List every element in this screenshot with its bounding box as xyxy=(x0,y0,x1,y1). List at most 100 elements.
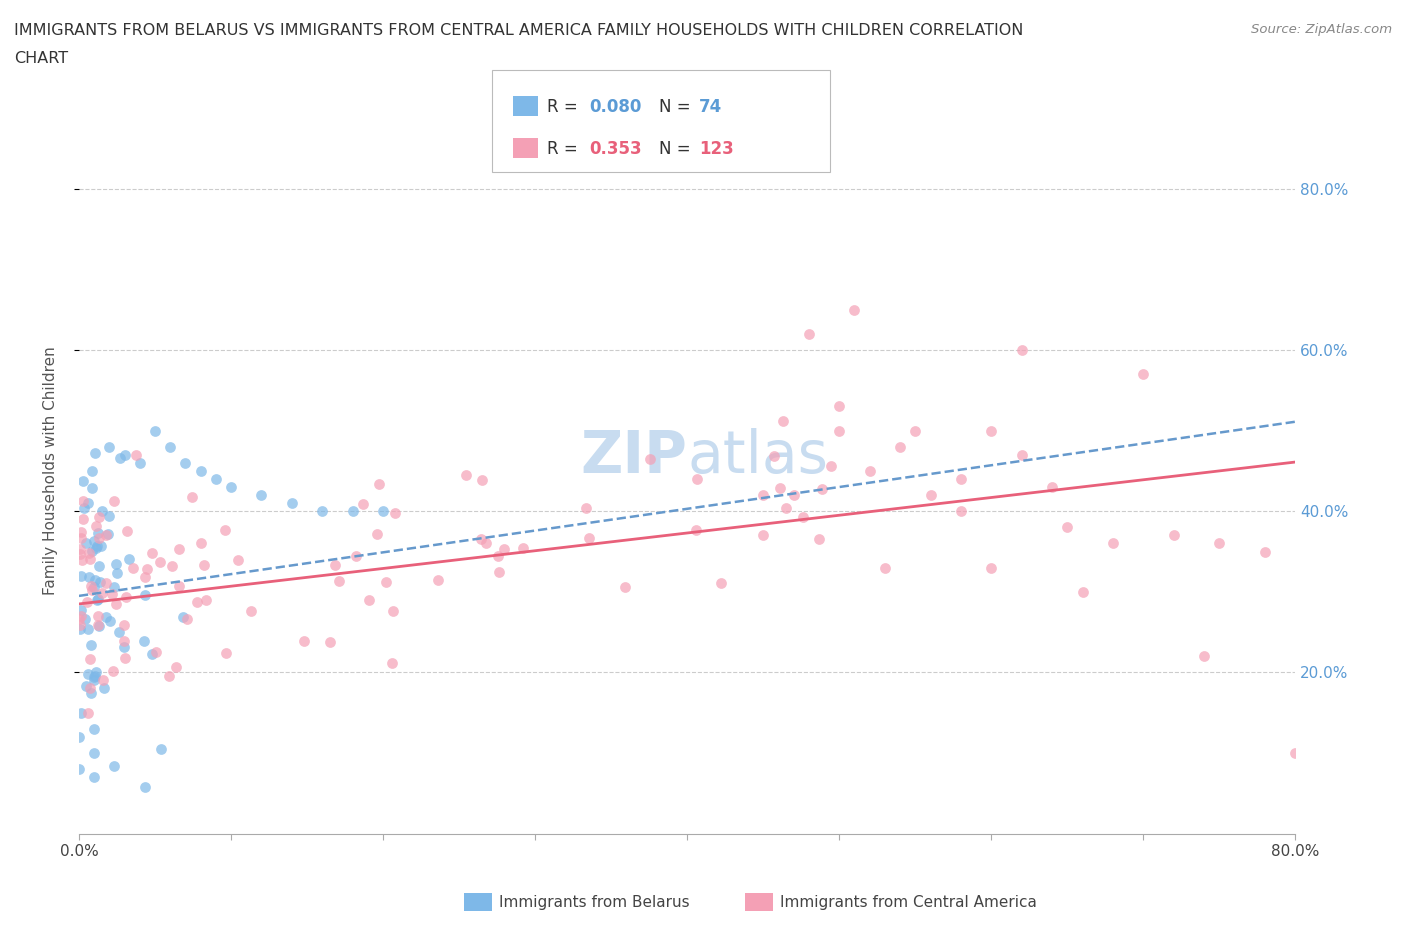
Point xyxy=(828,399,851,414)
Point xyxy=(134,588,156,603)
Point xyxy=(342,504,364,519)
Point xyxy=(82,583,104,598)
Point xyxy=(319,634,342,649)
Point xyxy=(471,472,494,487)
Text: 123: 123 xyxy=(699,140,734,158)
Point xyxy=(87,591,110,606)
Point xyxy=(769,480,792,495)
Point xyxy=(122,561,145,576)
Point xyxy=(70,705,93,720)
Point xyxy=(686,472,709,486)
Point xyxy=(638,452,661,467)
Point xyxy=(70,609,93,624)
Point xyxy=(84,518,107,533)
Point xyxy=(80,480,103,495)
Point xyxy=(811,482,834,497)
Point xyxy=(159,439,181,454)
Point xyxy=(889,439,911,454)
Point xyxy=(375,575,398,590)
Point xyxy=(980,560,1002,575)
Point xyxy=(84,445,107,460)
Text: Source: ZipAtlas.com: Source: ZipAtlas.com xyxy=(1251,23,1392,36)
Point xyxy=(195,592,218,607)
Point xyxy=(80,685,103,700)
Point xyxy=(96,576,118,591)
Point xyxy=(96,610,118,625)
Point xyxy=(83,572,105,587)
Text: R =: R = xyxy=(547,98,583,116)
Point xyxy=(1132,366,1154,381)
Point xyxy=(752,487,775,502)
Text: R =: R = xyxy=(547,140,583,158)
Point xyxy=(98,439,121,454)
Point xyxy=(949,472,972,486)
Point xyxy=(98,509,121,524)
Point xyxy=(323,557,346,572)
Point xyxy=(117,524,139,538)
Point xyxy=(782,487,804,502)
Point xyxy=(873,560,896,575)
Point xyxy=(219,480,242,495)
Point xyxy=(101,663,124,678)
Point xyxy=(69,603,91,618)
Point xyxy=(77,570,100,585)
Point xyxy=(105,566,128,581)
Point xyxy=(80,638,103,653)
Point xyxy=(193,558,215,573)
Point xyxy=(83,722,105,737)
Point xyxy=(172,609,194,624)
Point xyxy=(103,493,125,508)
Point xyxy=(904,423,927,438)
Point xyxy=(112,633,135,648)
Point xyxy=(512,540,534,555)
Point xyxy=(141,545,163,560)
Point xyxy=(80,543,103,558)
Point xyxy=(807,531,830,546)
Point xyxy=(578,531,600,546)
Point xyxy=(250,487,273,502)
Point xyxy=(820,458,842,473)
Point xyxy=(72,473,94,488)
Point xyxy=(1208,536,1230,551)
Point xyxy=(76,594,98,609)
Point xyxy=(103,579,125,594)
Point xyxy=(83,746,105,761)
Point xyxy=(96,528,118,543)
Text: Immigrants from Belarus: Immigrants from Belarus xyxy=(499,895,690,910)
Point xyxy=(91,586,114,601)
Point xyxy=(84,540,107,555)
Point xyxy=(93,672,115,687)
Point xyxy=(73,500,96,515)
Point xyxy=(311,504,333,519)
Point xyxy=(69,612,91,627)
Point xyxy=(98,613,121,628)
Point xyxy=(752,528,775,543)
Point xyxy=(1102,536,1125,551)
Point xyxy=(1192,649,1215,664)
Point xyxy=(83,770,105,785)
Point xyxy=(949,504,972,519)
Point xyxy=(108,624,131,639)
Point xyxy=(488,565,510,579)
Point xyxy=(160,559,183,574)
Point xyxy=(79,551,101,566)
Point xyxy=(86,538,108,553)
Point xyxy=(118,551,141,566)
Y-axis label: Family Households with Children: Family Households with Children xyxy=(44,347,58,595)
Point xyxy=(80,578,103,593)
Point xyxy=(69,618,91,632)
Point xyxy=(77,667,100,682)
Point xyxy=(797,326,820,341)
Point xyxy=(426,572,449,587)
Point xyxy=(1254,544,1277,559)
Point xyxy=(83,672,105,687)
Point xyxy=(1040,480,1063,495)
Point xyxy=(128,456,150,471)
Point xyxy=(84,665,107,680)
Point xyxy=(575,500,598,515)
Point xyxy=(762,448,785,463)
Point xyxy=(89,559,111,574)
Point xyxy=(204,472,226,486)
Point xyxy=(494,542,516,557)
Point xyxy=(381,655,404,670)
